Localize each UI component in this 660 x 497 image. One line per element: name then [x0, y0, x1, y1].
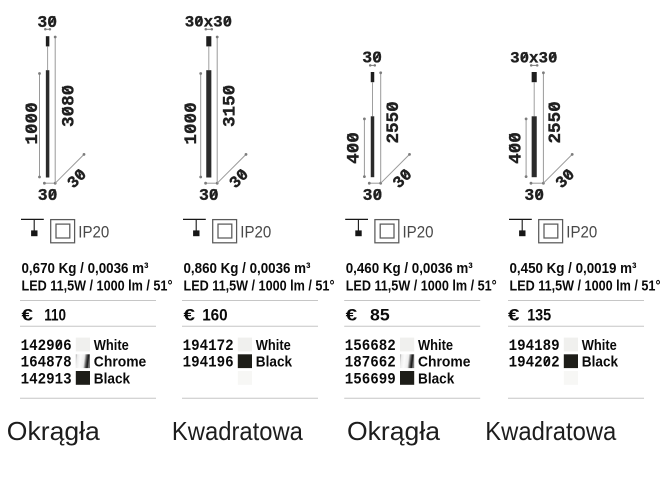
svg-text:400: 400: [506, 132, 526, 164]
svg-text:LED 11,5W / 1000 lm / 51°: LED 11,5W / 1000 lm / 51°: [510, 278, 660, 295]
svg-text:Kwadratowa: Kwadratowa: [172, 416, 303, 446]
svg-text:IP20: IP20: [566, 224, 597, 242]
svg-text:0,450 Kg / 0,0019 m³: 0,450 Kg / 0,0019 m³: [510, 260, 637, 277]
svg-text:Kwadratowa: Kwadratowa: [485, 416, 616, 446]
svg-text:110: 110: [44, 305, 66, 324]
svg-text:30: 30: [199, 186, 219, 205]
svg-text:€: €: [508, 305, 520, 324]
svg-text:0,860 Kg / 0,0036 m³: 0,860 Kg / 0,0036 m³: [184, 260, 311, 277]
svg-text:194172: 194172: [183, 337, 234, 355]
svg-text:400: 400: [345, 132, 365, 164]
svg-text:30x30: 30x30: [510, 49, 557, 67]
svg-text:187662: 187662: [345, 354, 396, 372]
svg-text:Chrome: Chrome: [418, 354, 471, 371]
svg-text:Chrome: Chrome: [94, 354, 147, 371]
svg-text:142906: 142906: [21, 337, 72, 355]
svg-text:Black: Black: [418, 370, 455, 387]
svg-text:€: €: [346, 305, 358, 324]
svg-text:160: 160: [202, 305, 228, 324]
svg-text:30: 30: [38, 186, 58, 205]
svg-text:142913: 142913: [21, 370, 72, 388]
svg-text:0,460 Kg / 0,0036 m³: 0,460 Kg / 0,0036 m³: [346, 260, 473, 277]
svg-text:IP20: IP20: [403, 224, 434, 242]
svg-text:156699: 156699: [345, 370, 396, 388]
svg-text:Black: Black: [94, 370, 131, 387]
svg-text:30: 30: [524, 186, 544, 205]
svg-text:194196: 194196: [183, 354, 234, 372]
svg-text:85: 85: [370, 305, 390, 324]
svg-text:135: 135: [527, 305, 551, 324]
svg-text:Okrągła: Okrągła: [7, 416, 101, 446]
svg-text:White: White: [94, 337, 129, 354]
svg-text:€: €: [22, 305, 34, 324]
svg-text:0,670 Kg / 0,0036 m³: 0,670 Kg / 0,0036 m³: [22, 260, 149, 277]
svg-text:194189: 194189: [509, 337, 560, 355]
svg-text:Black: Black: [256, 354, 293, 371]
svg-text:194202: 194202: [509, 354, 560, 372]
svg-text:White: White: [418, 337, 453, 354]
svg-text:164878: 164878: [21, 354, 72, 372]
svg-text:30: 30: [362, 49, 382, 68]
svg-text:LED 11,5W / 1000 lm / 51°: LED 11,5W / 1000 lm / 51°: [184, 278, 335, 295]
svg-text:30: 30: [363, 186, 383, 205]
svg-text:156682: 156682: [345, 337, 396, 355]
svg-text:LED 11,5W / 1000 lm / 51°: LED 11,5W / 1000 lm / 51°: [346, 278, 497, 295]
svg-text:White: White: [256, 337, 291, 354]
svg-text:IP20: IP20: [240, 224, 271, 242]
svg-text:IP20: IP20: [78, 224, 109, 242]
svg-text:Black: Black: [582, 354, 619, 371]
svg-text:€: €: [184, 305, 196, 324]
svg-text:LED 11,5W / 1000 lm / 51°: LED 11,5W / 1000 lm / 51°: [22, 278, 173, 295]
svg-text:White: White: [582, 337, 617, 354]
svg-text:Okrągła: Okrągła: [347, 416, 441, 446]
